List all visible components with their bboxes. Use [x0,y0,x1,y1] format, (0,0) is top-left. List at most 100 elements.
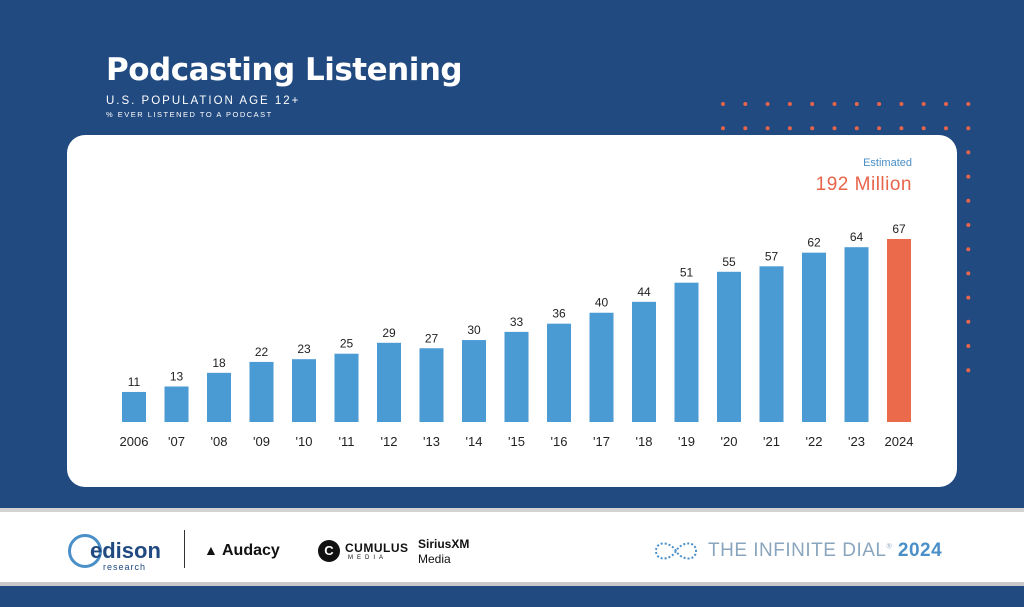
bar-chart: 11 2006 13 '07 18 '08 22 '09 23 '10 25 '11 29 '12 27 '1… [120,222,914,449]
x-tick-label: '10 [296,434,313,449]
decorative-dot [832,126,837,131]
data-label: 30 [467,323,481,337]
decorative-dot [743,126,748,131]
x-tick-label: 2006 [120,434,149,449]
footer-logo-bar: edison research ▲ Audacy C CUMULUS MEDIA… [0,508,1024,586]
bar-2024 [887,239,911,422]
bar-21 [759,266,784,422]
bar-11 [334,353,359,422]
logo-divider [184,530,185,568]
bar-16 [547,323,571,422]
bar-14 [462,340,486,422]
x-tick-label: '13 [423,434,440,449]
x-tick-label: '17 [593,434,610,449]
edison-logo-subtext: research [103,562,147,572]
data-label: 36 [552,307,566,321]
decorative-dot-grid [721,102,971,373]
decorative-dot [765,102,770,106]
cumulus-logo-icon: C [318,540,340,562]
decorative-dot [966,150,971,155]
data-label: 62 [807,236,821,250]
estimate-value: 192 Million [815,174,912,195]
decorative-dot [787,102,792,106]
decorative-dot [810,126,815,131]
bar-17 [589,312,614,422]
x-tick-label: '14 [466,434,483,449]
decorative-dot [765,126,770,131]
bar-09 [249,361,274,422]
decorative-dot [877,126,882,131]
decorative-dot [966,223,971,227]
infinite-dial-registered-mark: ® [886,543,893,551]
data-label: 64 [850,230,864,244]
decorative-dot [966,271,971,276]
bar-10 [292,359,316,422]
infinite-dial-logo-icon [654,542,698,560]
decorative-dot [854,102,859,106]
bar-23 [844,247,869,422]
chart-subtitle-detail: % EVER LISTENED TO A PODCAST [106,110,273,119]
decorative-dot [966,102,971,106]
data-label: 23 [297,342,311,356]
x-tick-label: '20 [721,434,738,449]
decorative-dot [966,319,971,324]
data-label: 44 [637,285,651,299]
decorative-dot [899,126,904,131]
decorative-dot [787,126,792,131]
data-label: 55 [722,255,736,269]
decorative-dot [966,368,971,373]
data-label: 18 [212,356,226,370]
decorative-dot [832,102,837,106]
decorative-dot [854,126,859,131]
bar-07 [164,386,189,422]
infinite-dial-logo: THE INFINITE DIAL® 2024 [708,540,942,562]
chart-subtitle: U.S. POPULATION AGE 12+ [106,95,301,107]
x-tick-label: '23 [848,434,865,449]
decorative-dot [966,174,971,179]
x-tick-label: '12 [381,434,398,449]
data-label: 25 [340,337,354,351]
edison-logo-text: edison [90,538,161,563]
infinite-dial-year: 2024 [897,540,943,561]
bottom-band [0,586,1024,607]
data-label: 51 [680,266,694,280]
bar-22 [802,252,826,422]
x-tick-label: 2024 [885,434,914,449]
bar-15 [504,331,529,422]
data-label: 29 [382,326,396,340]
audacy-logo: Audacy [222,542,280,559]
x-tick-label: '07 [168,434,185,449]
estimate-label: Estimated [863,157,912,169]
x-tick-label: '19 [678,434,695,449]
decorative-dot [944,126,948,131]
decorative-dot [921,126,926,131]
x-tick-label: '22 [806,434,823,449]
bar-19 [674,282,699,422]
x-tick-label: '09 [253,434,270,449]
audacy-logo-icon: ▲ [204,542,218,558]
decorative-dot [966,247,971,252]
decorative-dot [921,102,926,106]
decorative-dot [877,102,882,106]
chart-card: Estimated 192 Million 11 2006 13 '07 18 '08 22… [67,135,957,487]
data-label: 27 [425,331,439,345]
siriusxm-logo: SiriusXM [418,537,470,551]
data-label: 33 [510,315,524,329]
x-tick-label: '21 [763,434,780,449]
data-label: 57 [765,249,779,263]
decorative-dot [966,344,971,348]
decorative-dot [966,198,971,203]
edison-logo-icon [68,534,102,568]
cumulus-logo: CUMULUS [345,541,409,555]
infinite-dial-text: THE INFINITE DIAL [708,540,887,561]
bar-12 [377,342,401,422]
decorative-dot [721,126,725,131]
x-tick-label: '15 [508,434,525,449]
x-tick-label: '18 [636,434,653,449]
decorative-dot [899,102,904,106]
decorative-dot [810,102,815,106]
bar-2006 [122,391,146,422]
decorative-dot [721,102,725,106]
data-label: 40 [595,296,609,310]
x-tick-label: '16 [551,434,568,449]
